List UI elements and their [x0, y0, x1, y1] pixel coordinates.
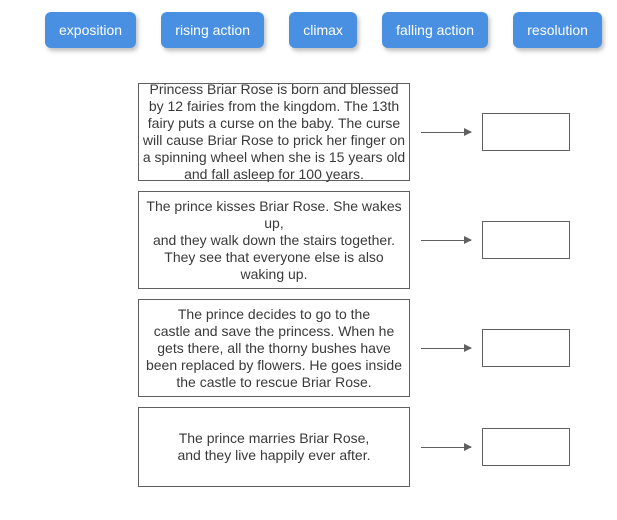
term-chip-rising-action[interactable]: rising action	[161, 12, 264, 48]
card-line: fairy puts a curse on the baby. The curs…	[141, 115, 407, 132]
card-row: The prince decides to go to the castle a…	[0, 299, 617, 397]
term-chip-exposition[interactable]: exposition	[45, 12, 136, 48]
card-line: will cause Briar Rose to prick her finge…	[141, 132, 407, 149]
card-line: The prince kisses Briar Rose. She wakes …	[141, 198, 407, 232]
card-line: and they live happily ever after.	[141, 447, 407, 464]
dropzone[interactable]	[482, 428, 570, 466]
card-row: The prince kisses Briar Rose. She wakes …	[0, 191, 617, 289]
card-line: They see that everyone else is also waki…	[141, 249, 407, 283]
arrow-icon	[421, 132, 471, 133]
story-card: The prince marries Briar Rose, and they …	[138, 407, 410, 487]
story-card: Princess Briar Rose is born and blessed …	[138, 83, 410, 181]
arrow-icon	[421, 240, 471, 241]
card-line: been replaced by flowers. He goes inside	[141, 357, 407, 374]
dropzone[interactable]	[482, 329, 570, 367]
card-line: gets there, all the thorny bushes have	[141, 340, 407, 357]
arrow-icon	[421, 348, 471, 349]
term-chip-falling-action[interactable]: falling action	[382, 12, 488, 48]
card-line: a spinning wheel when she is 15 years ol…	[141, 149, 407, 166]
dropzone[interactable]	[482, 221, 570, 259]
term-chip-resolution[interactable]: resolution	[513, 12, 602, 48]
card-line: by 12 fairies from the kingdom. The 13th	[141, 98, 407, 115]
card-line: The prince marries Briar Rose,	[141, 430, 407, 447]
card-line: Princess Briar Rose is born and blessed	[141, 81, 407, 98]
arrow-icon	[421, 447, 471, 448]
story-card: The prince decides to go to the castle a…	[138, 299, 410, 397]
card-line: castle and save the princess. When he	[141, 323, 407, 340]
card-line: The prince decides to go to the	[141, 306, 407, 323]
term-row: exposition rising action climax falling …	[0, 0, 617, 48]
card-line: and fall asleep for 100 years.	[141, 166, 407, 183]
term-chip-climax[interactable]: climax	[289, 12, 357, 48]
card-row: Princess Briar Rose is born and blessed …	[0, 83, 617, 181]
card-line: and they walk down the stairs together.	[141, 232, 407, 249]
dropzone[interactable]	[482, 113, 570, 151]
rows-container: Princess Briar Rose is born and blessed …	[0, 83, 617, 487]
card-line: the castle to rescue Briar Rose.	[141, 374, 407, 391]
story-card: The prince kisses Briar Rose. She wakes …	[138, 191, 410, 289]
card-row: The prince marries Briar Rose, and they …	[0, 407, 617, 487]
